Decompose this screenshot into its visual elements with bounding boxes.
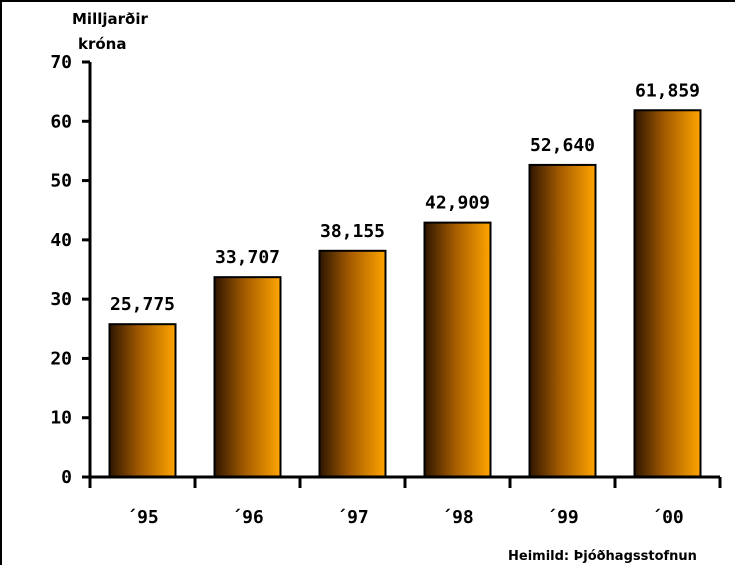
bars [108, 109, 702, 479]
y-tick-label: 10 [50, 408, 72, 429]
y-tick-label: 30 [50, 289, 72, 310]
bar [528, 163, 597, 478]
x-axis-ticks: ´95 ´96 ´97 ´98 ´99 ´00 [88, 477, 722, 528]
data-label: 52,640 [530, 135, 595, 156]
x-tick-label: ´99 [546, 507, 579, 528]
x-tick-label: ´95 [126, 507, 159, 528]
y-tick-label: 20 [50, 348, 72, 369]
data-label: 38,155 [320, 221, 385, 242]
y-tick-label: 40 [50, 230, 72, 251]
data-label: 33,707 [215, 247, 280, 268]
data-label: 61,859 [635, 80, 700, 101]
x-tick-label: ´97 [336, 507, 369, 528]
x-tick-label: ´96 [231, 507, 264, 528]
y-axis-label-line-2: króna [78, 35, 126, 53]
bar [633, 109, 702, 479]
data-label: 25,775 [110, 294, 175, 315]
y-tick-label: 60 [50, 111, 72, 132]
x-tick-label: ´98 [441, 507, 474, 528]
y-tick-label: 70 [50, 52, 72, 73]
y-tick-label: 50 [50, 171, 72, 192]
x-tick-label: ´00 [651, 507, 684, 528]
data-labels: 25,775 33,707 38,155 42,909 52,640 61,859 [110, 80, 700, 315]
y-tick-label: 0 [61, 467, 72, 488]
bar [213, 276, 282, 478]
bar [108, 323, 177, 478]
y-axis-ticks: 0 10 20 30 40 50 60 70 [50, 52, 90, 488]
bar [318, 249, 387, 478]
y-axis-label-line-1: Milljarðir [72, 10, 148, 28]
source-note: Heimild: Þjóðhagsstofnun [508, 549, 697, 564]
bar [423, 221, 492, 478]
data-label: 42,909 [425, 193, 490, 214]
